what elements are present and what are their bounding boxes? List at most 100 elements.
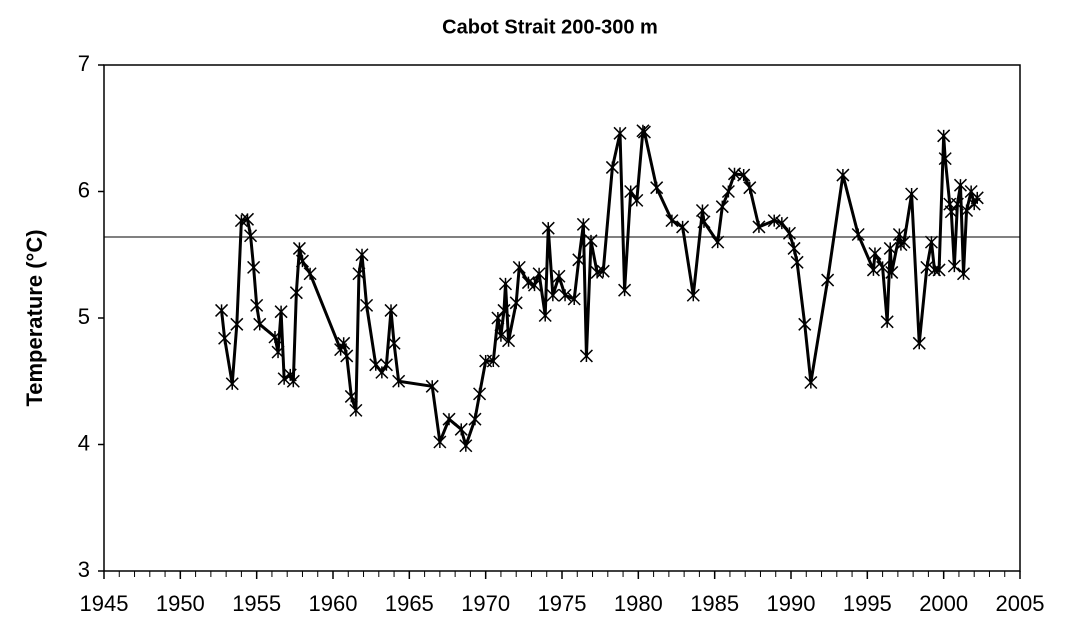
x-tick-label: 1980 bbox=[614, 591, 663, 616]
data-point bbox=[277, 372, 291, 386]
data-point bbox=[215, 303, 229, 317]
y-tick-label: 7 bbox=[78, 51, 90, 76]
data-point bbox=[379, 358, 393, 372]
data-point bbox=[240, 212, 255, 226]
data-point bbox=[950, 197, 964, 211]
data-point bbox=[821, 273, 835, 287]
data-point bbox=[787, 241, 801, 255]
data-point bbox=[486, 354, 500, 368]
data-point bbox=[637, 125, 651, 139]
data-point bbox=[567, 292, 581, 306]
data-point bbox=[579, 349, 593, 363]
data-point bbox=[798, 317, 812, 331]
data-point bbox=[665, 214, 679, 228]
data-point bbox=[953, 178, 967, 192]
data-point bbox=[392, 374, 406, 388]
data-point bbox=[782, 226, 797, 240]
data-point bbox=[360, 298, 374, 312]
x-tick-label: 1990 bbox=[767, 591, 816, 616]
y-tick-label: 5 bbox=[78, 304, 90, 329]
y-axis-label: Temperature (°C) bbox=[22, 229, 47, 406]
data-point bbox=[624, 184, 638, 199]
data-point bbox=[442, 412, 456, 426]
data-point bbox=[630, 193, 644, 207]
data-point bbox=[938, 152, 952, 166]
x-tick-label: 1975 bbox=[538, 591, 587, 616]
data-point bbox=[572, 253, 586, 267]
data-point bbox=[944, 205, 958, 219]
y-tick-label: 3 bbox=[78, 557, 90, 582]
data-point bbox=[920, 260, 934, 274]
data-point bbox=[286, 374, 300, 388]
x-tick-label: 2000 bbox=[919, 591, 968, 616]
data-point bbox=[912, 336, 926, 350]
data-point bbox=[605, 160, 619, 174]
data-point bbox=[387, 336, 401, 350]
data-point bbox=[292, 241, 306, 255]
data-point bbox=[711, 235, 725, 249]
x-tick-label: 1960 bbox=[309, 591, 358, 616]
data-point bbox=[541, 221, 555, 235]
data-point bbox=[715, 200, 729, 214]
data-point bbox=[552, 269, 566, 283]
data-point bbox=[947, 259, 961, 273]
x-tick-label: 1995 bbox=[843, 591, 892, 616]
data-point bbox=[970, 191, 984, 205]
data-point bbox=[584, 234, 598, 248]
data-point bbox=[576, 217, 590, 231]
data-point bbox=[289, 286, 303, 300]
data-point bbox=[498, 277, 513, 291]
x-tick-label: 1955 bbox=[232, 591, 281, 616]
data-point bbox=[932, 263, 946, 277]
data-point bbox=[494, 329, 508, 343]
data-point bbox=[433, 435, 447, 449]
data-point bbox=[650, 181, 664, 195]
data-point bbox=[836, 168, 850, 182]
data-point bbox=[349, 403, 363, 417]
data-point bbox=[924, 235, 938, 249]
data-point bbox=[295, 254, 309, 268]
data-point bbox=[268, 330, 282, 344]
x-tick-label: 1970 bbox=[461, 591, 510, 616]
data-point bbox=[767, 214, 781, 228]
y-tick-label: 4 bbox=[78, 430, 90, 455]
data-point bbox=[355, 248, 369, 262]
data-point bbox=[546, 288, 560, 302]
data-point bbox=[885, 265, 899, 279]
data-point bbox=[337, 336, 351, 350]
data-point bbox=[613, 126, 627, 140]
data-point bbox=[473, 387, 487, 401]
data-point bbox=[905, 187, 919, 201]
data-point bbox=[303, 267, 317, 281]
x-tick-label: 1945 bbox=[80, 591, 129, 616]
data-point bbox=[752, 220, 766, 234]
data-point bbox=[425, 379, 439, 393]
data-point bbox=[686, 288, 700, 302]
data-point bbox=[721, 184, 735, 199]
data-point bbox=[454, 422, 468, 436]
data-point bbox=[225, 377, 239, 391]
data-point bbox=[247, 260, 261, 274]
data-point bbox=[497, 303, 511, 317]
data-point bbox=[880, 315, 894, 329]
data-point bbox=[876, 260, 890, 274]
data-point bbox=[491, 311, 505, 325]
data-point bbox=[352, 267, 366, 281]
data-point bbox=[676, 220, 690, 234]
x-tick-label: 1950 bbox=[156, 591, 205, 616]
data-point bbox=[230, 317, 244, 331]
data-point bbox=[851, 227, 865, 242]
data-point bbox=[743, 181, 757, 195]
data-point bbox=[512, 260, 526, 274]
y-tick-label: 6 bbox=[78, 177, 90, 202]
data-point bbox=[384, 303, 398, 317]
data-point bbox=[218, 331, 232, 345]
data-point bbox=[804, 375, 818, 390]
data-point bbox=[790, 255, 804, 269]
data-point bbox=[866, 263, 880, 277]
x-tick-label: 1985 bbox=[690, 591, 739, 616]
data-line bbox=[220, 129, 979, 448]
data-point bbox=[250, 298, 264, 312]
data-point bbox=[344, 389, 358, 403]
